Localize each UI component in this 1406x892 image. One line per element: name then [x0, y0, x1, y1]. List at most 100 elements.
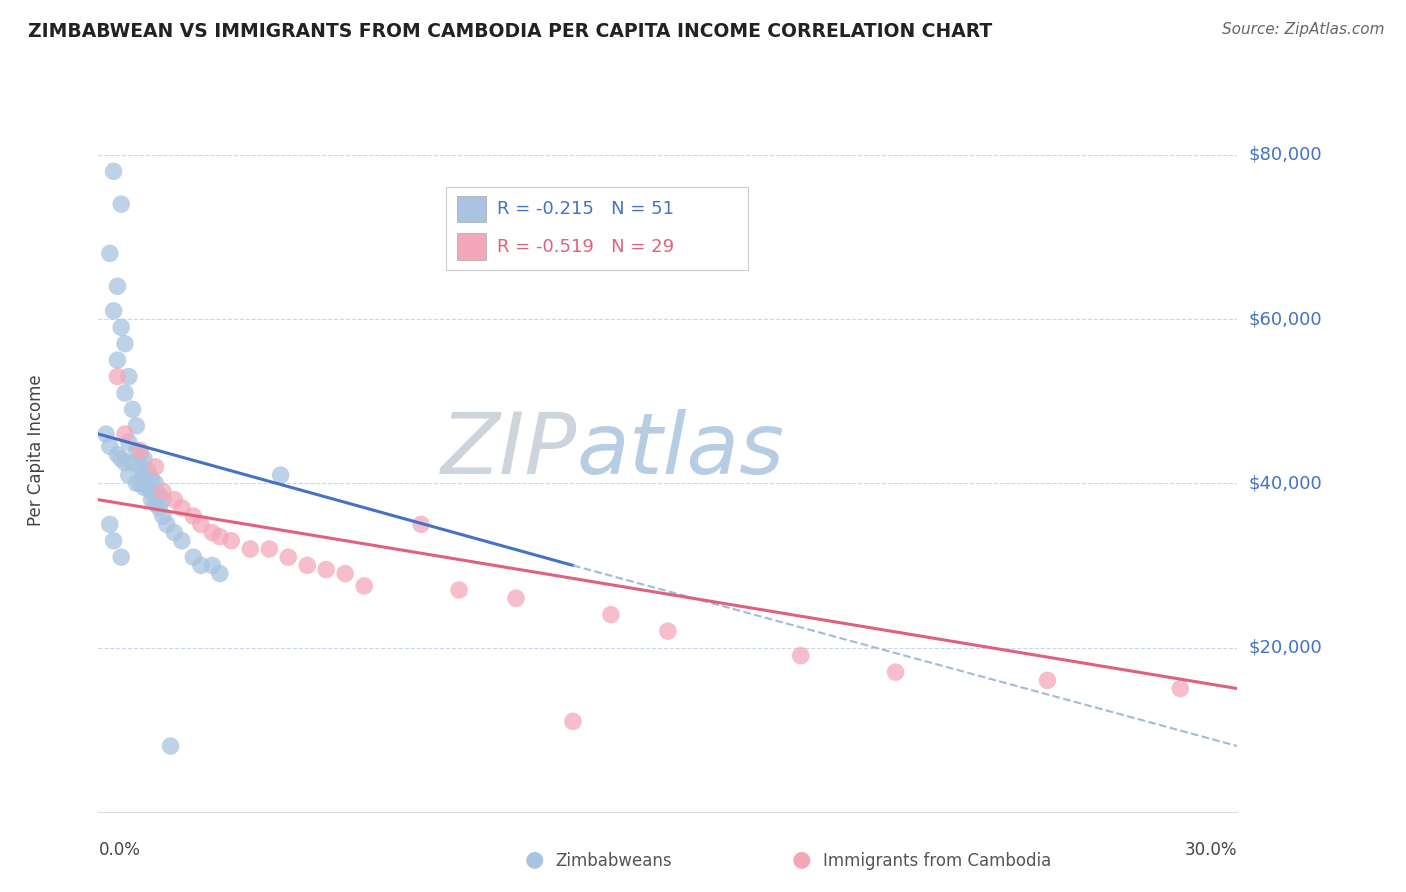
- Point: [110, 320, 132, 334]
- Point: [335, 566, 357, 581]
- Point: [190, 517, 212, 532]
- Point: [270, 468, 292, 483]
- Point: [600, 607, 623, 622]
- FancyBboxPatch shape: [446, 186, 748, 269]
- Point: [148, 500, 170, 515]
- Point: [141, 472, 163, 486]
- Point: [107, 448, 129, 462]
- Point: [141, 484, 163, 499]
- Text: R = -0.519   N = 29: R = -0.519 N = 29: [498, 237, 673, 256]
- Point: [657, 624, 679, 639]
- Point: [132, 480, 155, 494]
- Text: $40,000: $40,000: [1249, 475, 1322, 492]
- Point: [259, 541, 281, 556]
- Text: ZIMBABWEAN VS IMMIGRANTS FROM CAMBODIA PER CAPITA INCOME CORRELATION CHART: ZIMBABWEAN VS IMMIGRANTS FROM CAMBODIA P…: [28, 22, 993, 41]
- Point: [152, 509, 174, 524]
- Point: [1170, 681, 1192, 696]
- Text: Zimbabweans: Zimbabweans: [555, 852, 672, 870]
- Point: [221, 533, 243, 548]
- Point: [114, 386, 136, 401]
- Point: [129, 476, 152, 491]
- Point: [98, 439, 121, 453]
- Text: $60,000: $60,000: [1249, 310, 1322, 328]
- Point: [447, 582, 470, 597]
- Point: [884, 665, 907, 680]
- Text: 30.0%: 30.0%: [1185, 840, 1237, 859]
- Point: [98, 246, 121, 260]
- Point: [183, 550, 205, 565]
- Point: [145, 476, 167, 491]
- Point: [118, 369, 141, 384]
- Point: [505, 591, 527, 606]
- Point: [183, 509, 205, 524]
- Point: [114, 427, 136, 442]
- Point: [315, 562, 337, 576]
- Point: [170, 533, 193, 548]
- Point: [170, 500, 193, 515]
- Text: $20,000: $20,000: [1249, 639, 1322, 657]
- Point: [114, 456, 136, 470]
- Bar: [457, 196, 485, 222]
- Text: Source: ZipAtlas.com: Source: ZipAtlas.com: [1222, 22, 1385, 37]
- Point: [114, 336, 136, 351]
- Text: ZIP: ZIP: [440, 409, 576, 492]
- Point: [121, 456, 143, 470]
- Point: [107, 353, 129, 368]
- Point: [190, 558, 212, 573]
- Point: [159, 739, 181, 753]
- Point: [118, 435, 141, 450]
- Point: [156, 517, 179, 532]
- Point: [208, 530, 231, 544]
- Point: [94, 427, 117, 442]
- Text: R = -0.215   N = 51: R = -0.215 N = 51: [498, 200, 673, 219]
- Text: 0.0%: 0.0%: [98, 840, 141, 859]
- Bar: [457, 234, 485, 260]
- Point: [125, 443, 148, 458]
- Point: [110, 197, 132, 211]
- Point: [110, 550, 132, 565]
- Point: [129, 448, 152, 462]
- Point: [411, 517, 433, 532]
- Point: [152, 492, 174, 507]
- Text: atlas: atlas: [576, 409, 785, 492]
- Point: [110, 451, 132, 466]
- Point: [163, 492, 186, 507]
- Point: [103, 164, 125, 178]
- Point: [277, 550, 299, 565]
- Point: [129, 459, 152, 474]
- Point: [353, 579, 375, 593]
- Point: [103, 304, 125, 318]
- Point: [132, 451, 155, 466]
- Point: [107, 369, 129, 384]
- Point: [125, 418, 148, 433]
- Point: [125, 476, 148, 491]
- Point: [562, 714, 585, 729]
- Point: [1036, 673, 1059, 688]
- Point: [103, 533, 125, 548]
- Point: [239, 541, 262, 556]
- Text: Immigrants from Cambodia: Immigrants from Cambodia: [823, 852, 1050, 870]
- Point: [121, 402, 143, 417]
- Point: [141, 492, 163, 507]
- Point: [148, 489, 170, 503]
- Point: [136, 464, 159, 478]
- Point: [132, 468, 155, 483]
- Point: [208, 566, 231, 581]
- Point: [297, 558, 319, 573]
- Text: ●: ●: [524, 850, 544, 870]
- Text: Per Capita Income: Per Capita Income: [27, 375, 45, 526]
- Point: [152, 484, 174, 499]
- Point: [790, 648, 813, 663]
- Point: [201, 558, 224, 573]
- Point: [98, 517, 121, 532]
- Point: [118, 468, 141, 483]
- Point: [129, 443, 152, 458]
- Text: ●: ●: [792, 850, 811, 870]
- Point: [163, 525, 186, 540]
- Point: [145, 459, 167, 474]
- Text: $80,000: $80,000: [1249, 146, 1322, 164]
- Point: [107, 279, 129, 293]
- Point: [145, 497, 167, 511]
- Point: [136, 480, 159, 494]
- Point: [201, 525, 224, 540]
